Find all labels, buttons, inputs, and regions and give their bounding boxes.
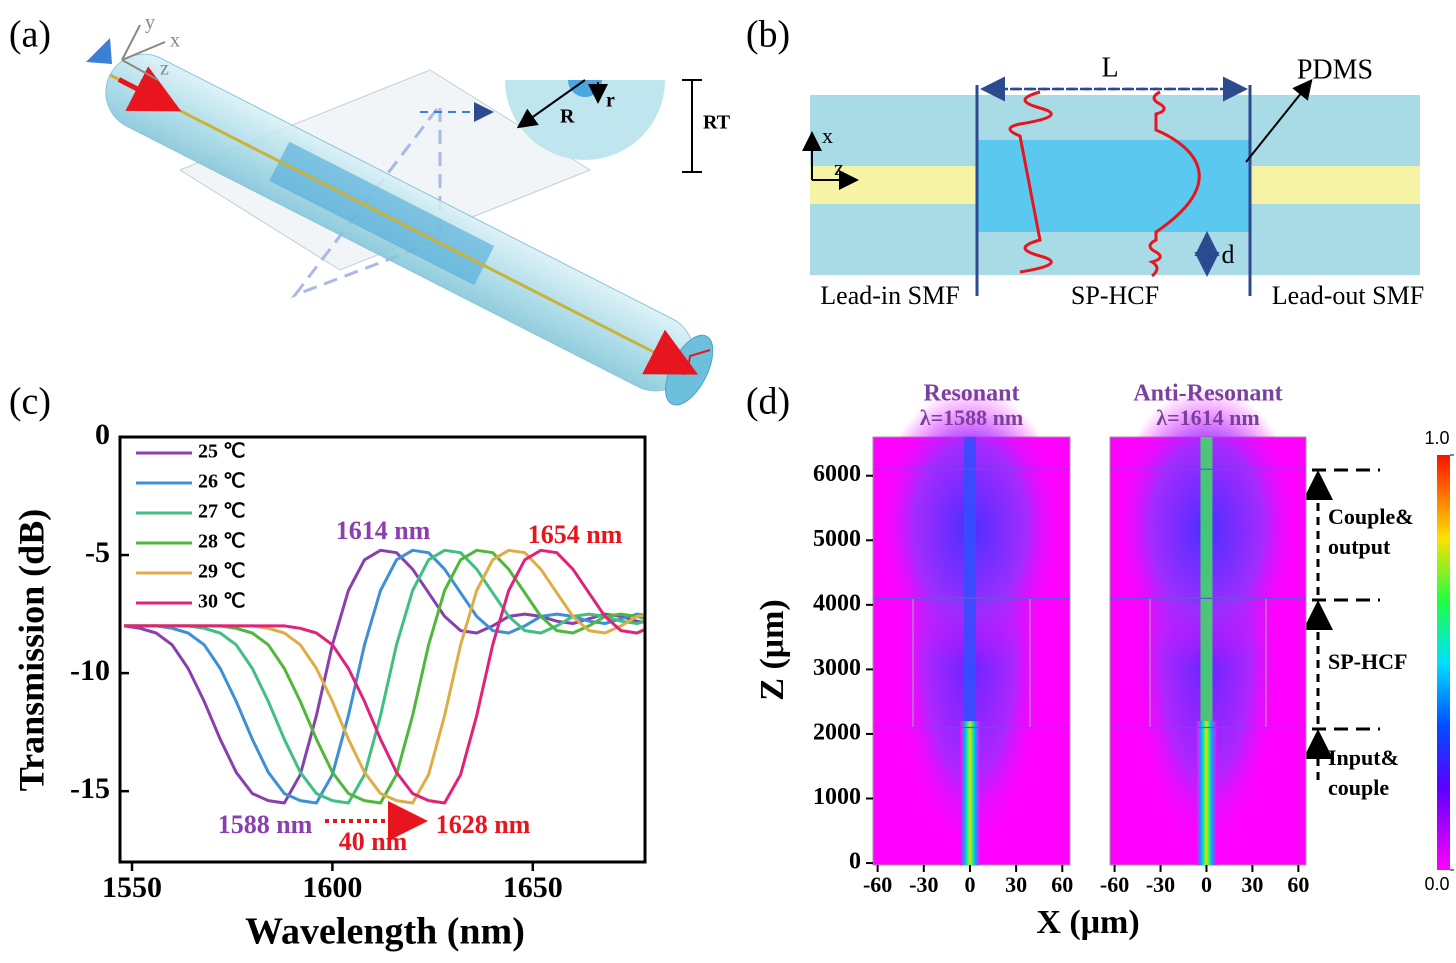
annotation: 40 nm (339, 827, 408, 856)
y-tick-label: 2000 (813, 719, 861, 745)
inset-label: R (560, 106, 575, 128)
map-title: Resonant (923, 381, 1019, 407)
x-tick-label: -30 (909, 872, 938, 897)
fiber-render (86, 24, 714, 406)
section-label: Lead-out SMF (1272, 281, 1424, 310)
y-axis-label: Z (μm) (754, 599, 791, 700)
y-tick-label: 5000 (813, 526, 861, 552)
beam (959, 721, 980, 865)
colorbar-label: 1.0 (1424, 428, 1449, 448)
annotation: 1628 nm (436, 810, 531, 839)
panel-label: (d) (746, 381, 790, 423)
length-label: L (1101, 52, 1118, 83)
beam (1200, 437, 1213, 722)
x-tick-label: -60 (863, 872, 892, 897)
region-label: Couple& (1328, 504, 1414, 529)
x-tick-label: 60 (1287, 872, 1309, 897)
axis-letter: z (834, 155, 844, 180)
region-markers (1303, 468, 1380, 780)
gap-label: d (1222, 240, 1235, 269)
y-tick-label: -15 (70, 772, 110, 805)
x-tick-label: 30 (1241, 872, 1263, 897)
series-line (124, 548, 645, 805)
x-tick-label: 0 (964, 872, 975, 897)
legend-label: 29 ℃ (198, 561, 245, 583)
beam (1196, 721, 1217, 865)
axis-letter: x (170, 30, 180, 52)
region-label: SP-HCF (1328, 649, 1407, 674)
y-tick-label: 0 (95, 418, 110, 451)
legend-label: 26 ℃ (198, 471, 245, 493)
panel-label: (a) (9, 14, 51, 56)
colorbar-label: 0.0 (1424, 874, 1449, 894)
legend-label: 27 ℃ (198, 501, 245, 523)
map-subtitle: λ=1588 nm (920, 405, 1023, 430)
section-label: Lead-in SMF (820, 281, 959, 310)
y-tick-label: -10 (70, 654, 110, 687)
section-label: SP-HCF (1071, 281, 1159, 310)
inset-label: r (606, 90, 615, 112)
y-tick-label: 1000 (813, 784, 861, 810)
x-tick-label: -60 (1100, 872, 1129, 897)
series-line (124, 548, 645, 805)
series-line (124, 548, 645, 805)
annotation: 1654 nm (528, 520, 623, 549)
x-tick-label: 1650 (503, 871, 563, 904)
fiber-schematic (802, 76, 1420, 296)
region-label: Input& (1328, 745, 1399, 770)
x-tick-label: 1550 (102, 871, 162, 904)
x-axis-label: X (μm) (1036, 904, 1139, 941)
x-tick-label: 0 (1201, 872, 1212, 897)
inset-label: RT (703, 112, 731, 134)
y-tick-label: 3000 (813, 655, 861, 681)
plot-area (123, 548, 645, 805)
beam (963, 437, 976, 722)
y-tick-label: 0 (849, 849, 861, 875)
axis-letter: x (822, 123, 833, 148)
map-title: Anti-Resonant (1133, 381, 1282, 407)
y-tick-label: 6000 (813, 461, 861, 487)
x-tick-label: 60 (1051, 872, 1073, 897)
x-axis-label: Wavelength (nm) (245, 911, 525, 953)
map-subtitle: λ=1614 nm (1156, 405, 1259, 430)
region-label: couple (1328, 775, 1389, 800)
plot-frame (118, 435, 647, 864)
legend-label: 28 ℃ (198, 531, 245, 553)
region-label: output (1328, 534, 1391, 559)
y-tick-label: 4000 (813, 590, 861, 616)
legend-label: 25 ℃ (198, 441, 245, 463)
annotation: 1614 nm (336, 516, 431, 545)
material-label: PDMS (1297, 54, 1373, 85)
axis-letter: y (145, 12, 155, 34)
x-tick-label: 1600 (302, 871, 362, 904)
axis-letter: z (160, 58, 169, 80)
y-axis-label: Transmission (dB) (11, 509, 51, 791)
annotation: 1588 nm (218, 810, 313, 839)
y-tick-label: -5 (85, 536, 110, 569)
x-tick-label: 30 (1005, 872, 1027, 897)
panel-label: (c) (9, 381, 51, 423)
panel-label: (b) (746, 14, 790, 56)
colorbar (1437, 455, 1450, 870)
legend-label: 30 ℃ (198, 591, 245, 613)
x-tick-label: -30 (1146, 872, 1175, 897)
